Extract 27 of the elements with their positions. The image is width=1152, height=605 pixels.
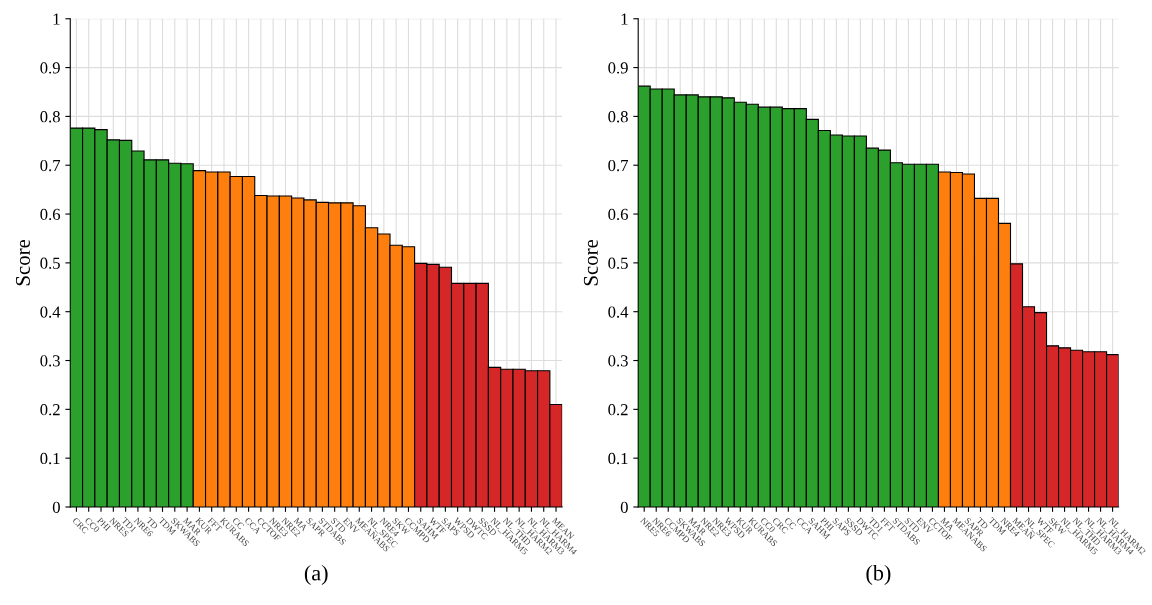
y-axis-title: Score — [583, 239, 598, 286]
y-tick-label: 0.6 — [40, 208, 61, 221]
y-tick-label: 0.7 — [40, 159, 61, 172]
y-tick-label: 0.9 — [40, 62, 60, 74]
y-axis-title: Score — [15, 239, 30, 286]
y-tick-label: 0 — [52, 501, 60, 513]
y-tick-label: 0.4 — [608, 306, 629, 318]
y-tick-label: 0.3 — [608, 355, 628, 367]
x-axis-title: (a) — [304, 564, 328, 586]
x-axis-title: (b) — [866, 564, 891, 586]
y-tick-label: 0.1 — [40, 452, 60, 465]
y-tick-label: 0.6 — [608, 208, 628, 221]
y-tick-label: 0 — [620, 501, 628, 513]
y-tick-label: 0.8 — [608, 111, 628, 123]
y-tick-label: 0.8 — [40, 111, 60, 123]
y-tick-label: 0.5 — [40, 257, 60, 269]
y-tick-label: 0.2 — [40, 404, 60, 416]
y-tick-label: 0.7 — [608, 159, 629, 172]
x-tick-label: PHI — [96, 517, 111, 532]
y-tick-label: 0.1 — [608, 452, 628, 465]
y-tick-label: 0.4 — [40, 306, 61, 318]
y-tick-label: 0.2 — [608, 404, 628, 416]
y-tick-label: 0.3 — [40, 355, 60, 367]
y-tick-label: 0.5 — [608, 257, 628, 269]
y-tick-label: 1 — [621, 13, 628, 25]
y-tick-label: 1 — [53, 13, 60, 25]
y-tick-label: 0.9 — [608, 62, 628, 74]
